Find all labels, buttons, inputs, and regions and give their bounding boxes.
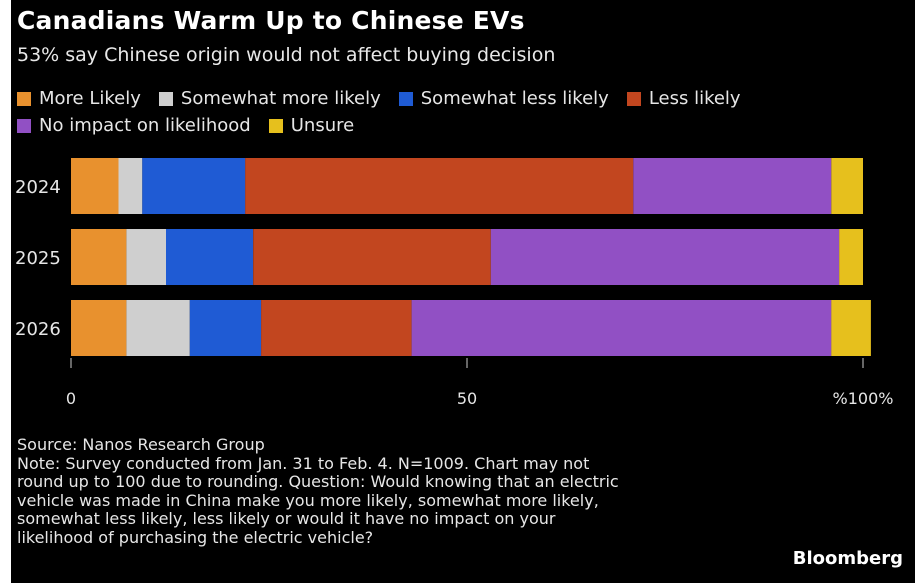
legend-label: Somewhat more likely — [180, 88, 381, 109]
note-line: vehicle was made in China make you more … — [17, 490, 599, 510]
bar-segment — [126, 300, 190, 356]
bar-segment — [253, 229, 491, 285]
chart-subtitle: 53% say Chinese origin would not affect … — [17, 44, 556, 66]
y-tick-label: 2024 — [15, 177, 61, 198]
bar-segment — [831, 158, 863, 214]
bar-segment — [261, 300, 412, 356]
bar-segment — [245, 158, 634, 214]
source-text: Source: Nanos Research Group — [17, 435, 265, 454]
legend-swatch — [398, 91, 413, 106]
legend-swatch — [626, 91, 641, 106]
bar-segment — [839, 229, 863, 285]
bar-segment — [126, 229, 166, 285]
legend-swatch — [158, 91, 173, 106]
legend-item: More Likely — [17, 88, 141, 109]
y-tick-label: 2025 — [15, 248, 61, 269]
bar-segment — [490, 229, 840, 285]
x-tick-label: 50 — [457, 389, 477, 408]
bar-segment — [831, 300, 871, 356]
legend-label: Less likely — [648, 88, 741, 109]
note-line: somewhat less likely, less likely or wou… — [17, 509, 556, 529]
legend-item: Unsure — [268, 115, 355, 136]
bar-segment — [71, 229, 127, 285]
x-tick-label: %100% — [833, 389, 894, 408]
x-tick-label: 0 — [66, 389, 76, 408]
legend-label: No impact on likelihood — [39, 115, 251, 136]
note-line: round up to 100 due to rounding. Questio… — [17, 472, 619, 492]
note-line: likelihood of purchasing the electric ve… — [17, 527, 374, 547]
bar-segment — [142, 158, 246, 214]
bar-segment — [166, 229, 254, 285]
chart-title: Canadians Warm Up to Chinese EVs — [17, 6, 525, 35]
bar-segment — [633, 158, 832, 214]
legend-item: Somewhat more likely — [158, 88, 381, 109]
legend-label: Somewhat less likely — [420, 88, 609, 109]
footnotes: Source: Nanos Research Group Note: Surve… — [17, 435, 707, 548]
legend-swatch — [17, 118, 31, 133]
bar-segment — [71, 300, 127, 356]
legend-item: Somewhat less likely — [398, 88, 609, 109]
stacked-bar-chart: 2024 2025 2026 0 50 %100% — [15, 158, 894, 408]
bar-segment — [118, 158, 143, 214]
bloomberg-logo: Bloomberg — [792, 548, 903, 569]
legend-item: Less likely — [626, 88, 741, 109]
bar-segment — [189, 300, 262, 356]
y-tick-label: 2026 — [15, 319, 61, 340]
note-line: Note: Survey conducted from Jan. 31 to F… — [17, 453, 590, 473]
bar-segment — [71, 158, 119, 214]
chart-card: Canadians Warm Up to Chinese EVs 53% say… — [11, 0, 915, 583]
bar-segment — [411, 300, 832, 356]
legend-item: No impact on likelihood — [17, 115, 251, 136]
legend-swatch — [268, 118, 283, 133]
legend-label: Unsure — [290, 115, 355, 136]
legend: More Likely Somewhat more likely Somewhat … — [17, 88, 877, 136]
legend-label: More Likely — [39, 88, 141, 109]
legend-swatch — [17, 91, 31, 106]
